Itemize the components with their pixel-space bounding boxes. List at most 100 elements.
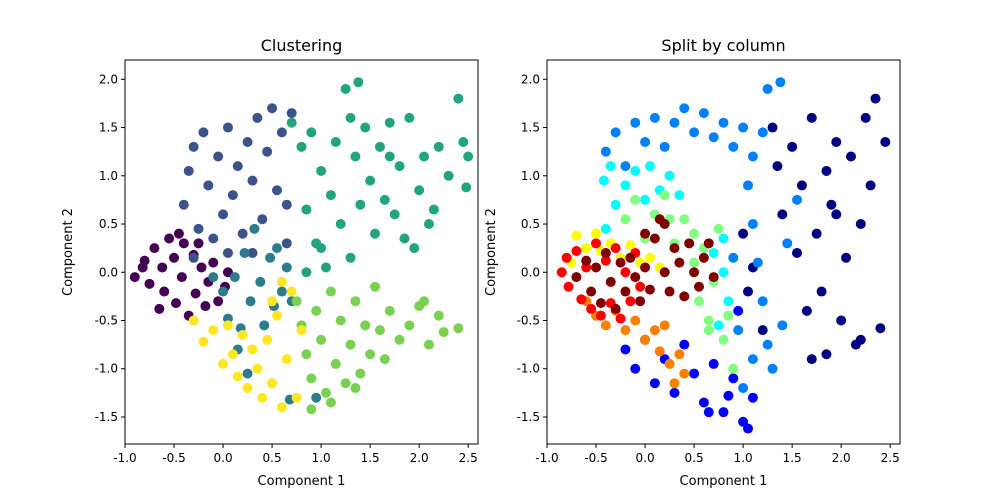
left-chart-x-tick-label-1: -0.5 — [162, 451, 185, 465]
right-chart-point-s2-4 — [640, 137, 651, 148]
right-chart-point-s4-13 — [718, 334, 729, 345]
right-chart-point-s7-11 — [610, 243, 621, 254]
right-chart-point-s8-28 — [640, 228, 651, 239]
right-chart-point-s1-23 — [850, 339, 861, 350]
left-chart-point-s3-8 — [330, 137, 341, 148]
left-chart-point-s4-29 — [306, 404, 317, 415]
left-chart-point-s4-11 — [345, 339, 356, 350]
left-chart-point-s5-0 — [188, 315, 199, 326]
left-chart-y-axis-label: Component 2 — [61, 208, 76, 296]
right-chart-point-s7-3 — [571, 246, 582, 257]
right-chart-point-s2-15 — [747, 151, 758, 162]
left-chart-point-s3-24 — [404, 112, 415, 123]
right-chart-point-s1-7 — [806, 112, 817, 123]
right-chart-point-s2-11 — [708, 132, 719, 143]
right-chart-point-s1-6 — [801, 305, 812, 316]
left-chart-point-s3-15 — [360, 122, 371, 133]
right-chart-point-s2-22 — [757, 296, 768, 307]
left-chart-point-s0-18 — [213, 296, 224, 307]
left-chart-point-s2-10 — [265, 252, 276, 263]
right-chart-point-s1-28 — [757, 325, 768, 336]
right-chart-point-s4-6 — [679, 214, 690, 225]
right-chart-point-s1-18 — [865, 180, 876, 191]
left-chart-point-s3-27 — [423, 219, 434, 230]
left-chart-point-s1-0 — [178, 199, 189, 210]
right-chart-point-s2-26 — [777, 320, 788, 331]
right-chart-point-s7-9 — [600, 255, 611, 266]
left-chart-point-s5-15 — [276, 402, 287, 413]
left-chart-point-s5-19 — [296, 325, 307, 336]
left-chart-point-s2-8 — [255, 276, 266, 287]
left-chart-point-s4-30 — [325, 397, 336, 408]
left-chart-x-tick-label-7: 2.5 — [459, 451, 478, 465]
left-chart-point-s3-21 — [389, 209, 400, 220]
right-chart-point-s1-25 — [821, 349, 832, 360]
right-chart-y-ticks: -1.5 -1.0 -0.5 0.0 0.5 1.0 1.5 2.0 — [517, 72, 547, 424]
left-chart-point-s5-7 — [237, 329, 248, 340]
right-chart-point-s3-8 — [664, 170, 675, 181]
right-chart-point-s0-14 — [703, 407, 714, 418]
left-chart-x-tick-label-0: -1.0 — [113, 451, 136, 465]
right-chart-point-s8-18 — [664, 286, 675, 297]
right-chart-point-s2-5 — [649, 112, 660, 123]
left-chart-y-tick-label-5: 1.0 — [99, 169, 118, 183]
left-chart-point-s4-20 — [394, 334, 405, 345]
left-chart-point-s0-5 — [159, 286, 170, 297]
right-chart-point-s8-20 — [674, 257, 685, 268]
right-chart-point-s8-21 — [679, 291, 690, 302]
left-chart-point-s3-2 — [301, 204, 312, 215]
right-chart-point-s6-12 — [679, 368, 690, 379]
left-chart-point-s0-17 — [208, 257, 219, 268]
right-chart-point-s2-16 — [757, 127, 768, 138]
left-chart-point-s4-23 — [423, 339, 434, 350]
left-chart-point-s3-33 — [461, 182, 472, 193]
right-chart-point-s7-1 — [561, 252, 572, 263]
right-chart-point-s5-2 — [591, 228, 602, 239]
left-chart-point-s3-11 — [345, 252, 356, 263]
right-chart-point-s1-29 — [743, 286, 754, 297]
right-chart-point-s1-1 — [772, 161, 783, 172]
left-chart-point-s0-3 — [149, 243, 160, 254]
right-chart-point-s3-15 — [718, 233, 729, 244]
right-chart-point-s8-8 — [615, 257, 626, 268]
left-chart-point-s3-6 — [321, 262, 332, 273]
right-chart-point-s2-12 — [718, 117, 729, 128]
right-chart-point-s8-24 — [693, 281, 704, 292]
right-chart-x-ticks: -1.0 -0.5 0.0 0.5 1.0 1.5 2.0 2.5 — [535, 444, 900, 465]
right-chart-x-tick-label-0: -1.0 — [535, 451, 558, 465]
right-chart-y-tick-label-1: -1.0 — [517, 362, 540, 376]
right-chart-point-s8-19 — [669, 243, 680, 254]
left-chart-point-s1-1 — [183, 165, 194, 176]
right-chart-point-s5-8 — [644, 252, 655, 263]
right-chart-point-s7-0 — [556, 267, 567, 278]
left-chart-point-s0-23 — [173, 228, 184, 239]
right-chart-point-s0-3 — [649, 378, 660, 389]
left-chart-point-s0-24 — [193, 238, 204, 249]
right-chart-point-s1-5 — [796, 180, 807, 191]
left-chart-point-s1-19 — [271, 185, 282, 196]
left-chart-point-s0-10 — [178, 238, 189, 249]
left-chart-point-s2-5 — [239, 247, 250, 258]
right-chart-point-s3-10 — [600, 223, 611, 234]
right-chart-point-s3-5 — [640, 194, 651, 205]
left-chart-point-s0-0 — [129, 272, 140, 283]
right-chart-point-s1-30 — [831, 209, 842, 220]
left-chart-point-s3-13 — [353, 77, 364, 88]
left-chart-point-s3-23 — [399, 233, 410, 244]
right-chart-y-tick-label-2: -0.5 — [517, 314, 540, 328]
left-chart-frame — [124, 59, 479, 445]
right-chart-point-s1-26 — [738, 228, 749, 239]
right-chart-point-s1-8 — [811, 228, 822, 239]
right-chart-point-s7-6 — [586, 303, 597, 314]
left-chart-point-s3-18 — [374, 141, 385, 152]
left-chart-point-s3-14 — [355, 199, 366, 210]
left-chart-point-s3-25 — [414, 185, 425, 196]
left-chart-x-tick-label-5: 1.5 — [361, 451, 380, 465]
left-chart-point-s5-1 — [198, 336, 209, 347]
left-chart-point-s2-17 — [242, 368, 253, 379]
left-chart-point-s3-26 — [419, 151, 430, 162]
left-chart-point-s0-9 — [176, 272, 187, 283]
left-chart-point-s4-3 — [306, 373, 317, 384]
left-chart-point-s4-13 — [355, 368, 366, 379]
left-chart-point-s3-5 — [316, 165, 327, 176]
